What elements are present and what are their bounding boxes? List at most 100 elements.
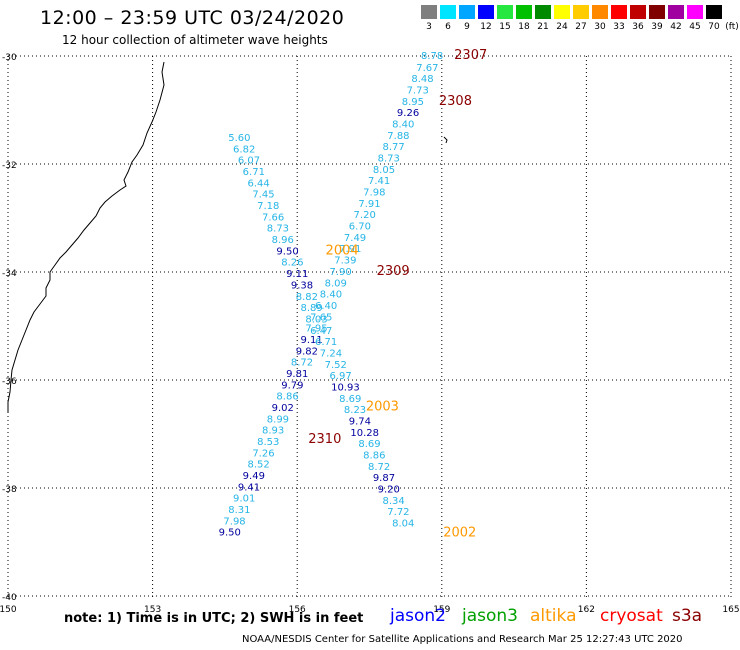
wave-height-value: 9.11 <box>286 269 308 280</box>
wave-height-value: 8.05 <box>373 165 395 176</box>
wave-height-value: 9.79 <box>281 380 303 391</box>
wave-height-value: 6.07 <box>238 156 260 167</box>
wave-height-value: 8.86 <box>276 392 298 403</box>
satellite-label-jason3: jason3 <box>462 606 518 626</box>
lat-label: -38 <box>2 485 17 495</box>
legend-swatch <box>516 5 532 19</box>
wave-height-value: 9.87 <box>373 473 395 484</box>
legend-label: 12 <box>480 22 492 32</box>
legend-label: 21 <box>537 22 549 32</box>
wave-height-value: 10.93 <box>331 382 360 393</box>
wave-height-value: 6.82 <box>233 144 255 155</box>
wave-height-value: 5.60 <box>228 133 250 144</box>
wave-height-value: 9.81 <box>286 369 308 380</box>
wave-height-value: 7.72 <box>387 507 409 518</box>
wave-height-value: 6.71 <box>315 337 337 348</box>
wave-height-value: 9.26 <box>397 108 419 119</box>
lat-lon-grid <box>7 55 732 598</box>
time-label: 2310 <box>308 432 341 447</box>
legend-swatch <box>497 5 513 19</box>
legend-label: 36 <box>632 22 644 32</box>
satellite-label-jason2: jason2 <box>390 606 446 626</box>
legend-swatch <box>630 5 646 19</box>
satellite-label-s3a: s3a <box>672 606 703 626</box>
wave-height-value: 9.01 <box>233 494 255 505</box>
wave-height-value: 7.39 <box>334 256 356 267</box>
wave-height-value: 7.67 <box>416 63 438 74</box>
wave-height-value: 8.09 <box>325 278 347 289</box>
lat-label: -40 <box>2 593 17 603</box>
wave-height-value: 7.49 <box>344 233 366 244</box>
wave-height-value: 8.99 <box>267 414 289 425</box>
wave-height-value: 7.95 <box>305 324 327 335</box>
note-text: note: 1) Time is in UTC; 2) SWH is in fe… <box>64 611 364 626</box>
time-label: 2308 <box>439 94 472 109</box>
legend-swatch <box>459 5 475 19</box>
wave-height-value: 8.72 <box>368 462 390 473</box>
satellite-label-altika: altika <box>530 606 577 626</box>
legend-swatch <box>421 5 437 19</box>
wave-height-value: 9.20 <box>378 485 400 496</box>
wave-height-value: 7.65 <box>310 312 332 323</box>
wave-height-value: 9.82 <box>296 346 318 357</box>
legend-label: 3 <box>426 22 432 32</box>
wave-height-value: 8.23 <box>344 405 366 416</box>
wave-height-value: 8.34 <box>382 496 404 507</box>
credit-text: NOAA/NESDIS Center for Satellite Applica… <box>242 634 683 645</box>
wave-height-value: 9.41 <box>238 482 260 493</box>
lon-label: 153 <box>144 605 161 615</box>
wave-height-value: 7.45 <box>252 190 274 201</box>
wave-height-value: 8.26 <box>281 258 303 269</box>
legend-unit: (ft) <box>725 22 739 32</box>
legend-label: 15 <box>499 22 511 32</box>
wave-height-value: 8.72 <box>291 358 313 369</box>
legend-label: 27 <box>575 22 587 32</box>
legend-swatch <box>649 5 665 19</box>
wave-height-value: 8.40 <box>392 120 414 131</box>
wave-height-value: 6.47 <box>310 326 332 337</box>
lon-label: 162 <box>578 605 595 615</box>
wave-height-value: 8.03 <box>305 314 327 325</box>
legend-swatch <box>535 5 551 19</box>
lon-label: 165 <box>722 605 739 615</box>
legend-label: 33 <box>613 22 625 32</box>
wave-height-value: 8.96 <box>272 235 294 246</box>
legend-label: 9 <box>464 22 470 32</box>
time-label: 2309 <box>377 264 410 279</box>
wave-height-value: 7.18 <box>257 201 279 212</box>
wave-height-value: 6.70 <box>349 222 371 233</box>
wave-height-value: 9.50 <box>219 528 241 539</box>
legend-swatch <box>478 5 494 19</box>
wave-height-value: 8.89 <box>301 303 323 314</box>
wave-height-value: 9.50 <box>276 246 298 257</box>
wave-height-value: 8.31 <box>228 505 250 516</box>
wave-height-value: 8.69 <box>339 394 361 405</box>
wave-height-value: 8.93 <box>262 426 284 437</box>
legend-label: 39 <box>651 22 663 32</box>
wave-height-value: 9.02 <box>272 403 294 414</box>
page-title: 12:00 – 23:59 UTC 03/24/2020 <box>40 7 345 29</box>
wave-height-value: 6.44 <box>248 178 270 189</box>
page-subtitle: 12 hour collection of altimeter wave hei… <box>62 33 328 47</box>
altimeter-tracks: 8.787.678.487.738.959.268.407.888.778.73… <box>219 51 444 539</box>
lat-label: -30 <box>2 53 17 63</box>
legend-swatch <box>573 5 589 19</box>
legend-swatch <box>706 5 722 19</box>
legend-swatch <box>440 5 456 19</box>
legend-label: 30 <box>594 22 606 32</box>
lon-label: 159 <box>433 605 450 615</box>
wave-height-value: 7.91 <box>358 199 380 210</box>
wave-height-value: 6.71 <box>243 167 265 178</box>
wave-height-value: 7.24 <box>320 348 342 359</box>
wave-height-value: 6.40 <box>315 301 337 312</box>
wave-height-value: 9.38 <box>291 280 313 291</box>
wave-height-value: 9.74 <box>349 417 371 428</box>
legend-label: 45 <box>689 22 701 32</box>
wave-height-value: 9.11 <box>301 335 323 346</box>
legend-swatch <box>611 5 627 19</box>
legend-label: 42 <box>670 22 682 32</box>
wave-height-value: 7.66 <box>262 212 284 223</box>
lon-label: 156 <box>289 605 306 615</box>
wave-height-value: 7.90 <box>329 267 351 278</box>
